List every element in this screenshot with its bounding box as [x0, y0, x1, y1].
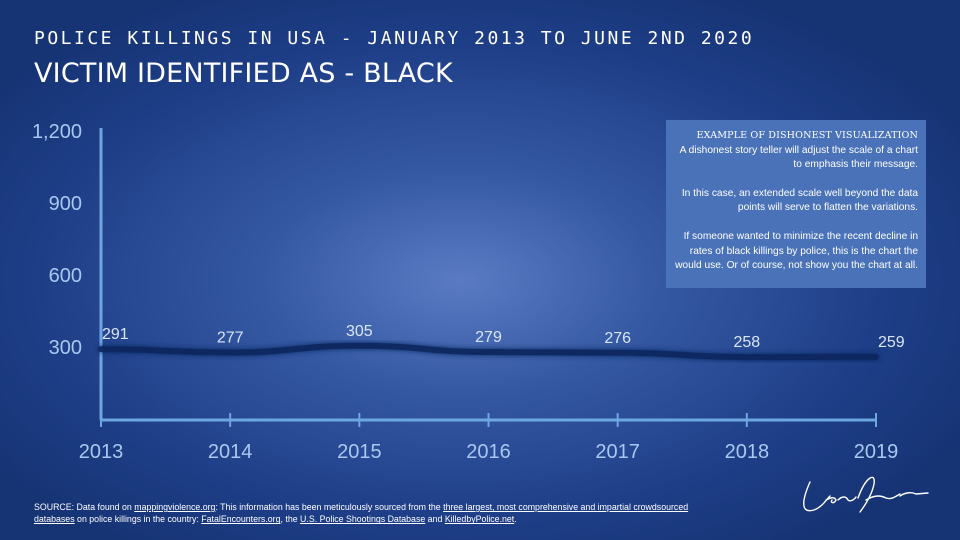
note-paragraph-1: A dishonest story teller will adjust the…: [679, 144, 918, 171]
data-label: 305: [346, 323, 373, 340]
data-label: 276: [604, 330, 631, 347]
source-text-1: : This information has been meticulously…: [215, 502, 444, 512]
source-link-databases[interactable]: three largest, most comprehensive and im…: [34, 502, 689, 525]
x-tick-label: 2015: [337, 441, 382, 463]
dishonest-visualization-note: EXAMPLE OF DISHONEST VISUALIZATION A dis…: [666, 120, 926, 288]
note-paragraph-2: In this case, an extended scale well bey…: [681, 187, 918, 214]
chart-subtitle: VICTIM IDENTIFIED AS - BLACK: [34, 58, 453, 89]
x-tick-label: 2017: [595, 441, 640, 463]
source-footnote: SOURCE: Data found on mappingviolence.or…: [34, 501, 694, 526]
data-label: 291: [102, 326, 129, 343]
series-line: [98, 342, 879, 361]
x-tick-label: 2016: [466, 441, 511, 463]
x-tick-label: 2013: [79, 441, 124, 463]
source-text-2: on police killings in the country:: [74, 514, 202, 525]
note-paragraph-3: If someone wanted to minimize the recent…: [675, 230, 918, 272]
source-link-killedbypolice[interactable]: KilledbyPolice.net: [444, 514, 515, 525]
source-link-fatalencounters[interactable]: FatalEncounters.org: [201, 514, 281, 525]
y-tick-label: 900: [49, 193, 82, 215]
signature-icon: [803, 476, 929, 513]
source-text-4: and: [425, 514, 445, 525]
y-tick-label: 600: [49, 265, 82, 287]
x-tick-label: 2014: [208, 441, 253, 463]
chart-title: POLICE KILLINGS IN USA - JANUARY 2013 TO…: [34, 28, 755, 49]
source-suffix: .: [514, 514, 517, 525]
data-label: 259: [878, 334, 905, 351]
y-tick-label: 1,200: [32, 121, 82, 143]
source-prefix: SOURCE: Data found on: [34, 502, 135, 512]
source-link-mappingviolence[interactable]: mappingviolence.org: [134, 502, 216, 512]
x-tick-label: 2019: [854, 441, 899, 463]
note-heading: EXAMPLE OF DISHONEST VISUALIZATION: [696, 130, 918, 141]
source-link-police-shootings-db[interactable]: U.S. Police Shootings Database: [300, 514, 426, 525]
data-label: 279: [475, 329, 502, 346]
data-label: 277: [217, 330, 244, 347]
source-text-3: , the: [280, 514, 301, 525]
x-tick-label: 2018: [725, 441, 770, 463]
data-label: 258: [733, 334, 760, 351]
y-tick-label: 300: [49, 337, 82, 359]
